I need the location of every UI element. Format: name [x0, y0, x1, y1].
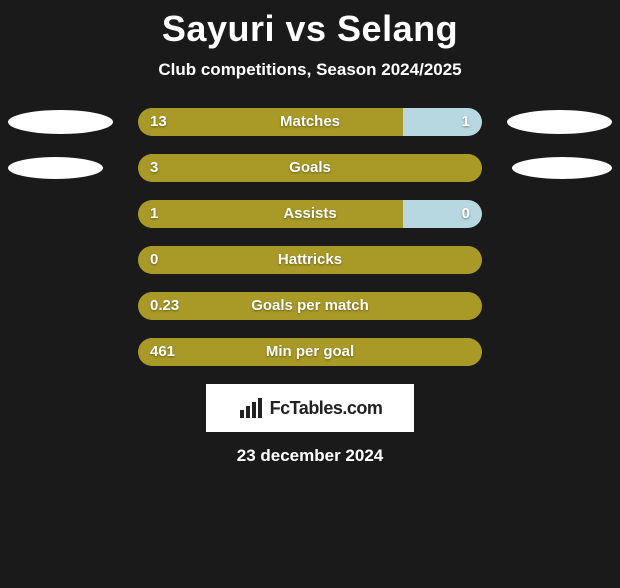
page-title: Sayuri vs Selang	[0, 8, 620, 50]
stat-label: Goals per match	[138, 292, 482, 320]
stat-label: Min per goal	[138, 338, 482, 366]
player-a-ellipse	[8, 157, 103, 179]
footer-date: 23 december 2024	[0, 446, 620, 466]
chart-icon	[238, 398, 266, 418]
player-b-ellipse	[512, 157, 612, 179]
stat-row: 10Assists	[0, 200, 620, 228]
site-logo-badge: FcTables.com	[206, 384, 414, 432]
title-player-a: Sayuri	[162, 8, 275, 49]
stat-row: 3Goals	[0, 154, 620, 182]
stat-label: Assists	[138, 200, 482, 228]
stat-row: 461Min per goal	[0, 338, 620, 366]
title-player-b: Selang	[337, 8, 458, 49]
title-vs: vs	[285, 8, 326, 49]
player-b-ellipse	[507, 110, 612, 134]
stat-label: Matches	[138, 108, 482, 136]
stat-row: 0Hattricks	[0, 246, 620, 274]
stat-label: Hattricks	[138, 246, 482, 274]
stat-label: Goals	[138, 154, 482, 182]
stat-row: 131Matches	[0, 108, 620, 136]
stat-row: 0.23Goals per match	[0, 292, 620, 320]
player-a-ellipse	[8, 110, 113, 134]
subtitle: Club competitions, Season 2024/2025	[0, 60, 620, 80]
site-logo-text: FcTables.com	[270, 398, 383, 419]
stats-area: 131Matches 3Goals 10Assists 0Hattricks 0.23G…	[0, 108, 620, 366]
